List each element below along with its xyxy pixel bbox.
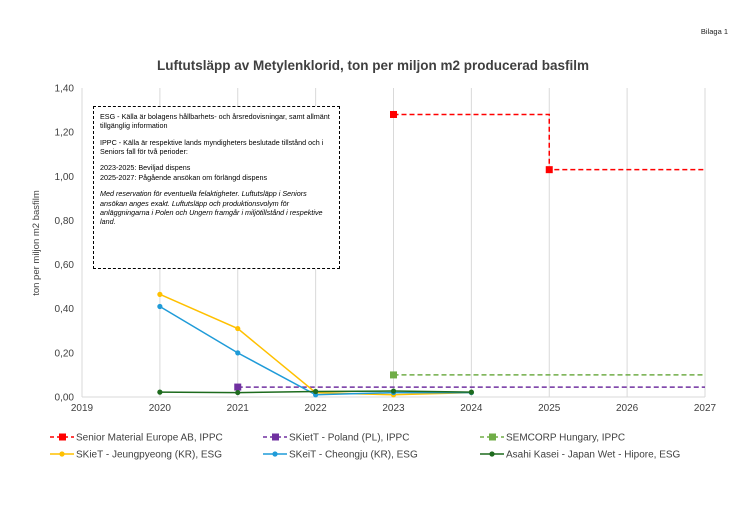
legend-item: SKietT - Poland (PL), IPPC (263, 433, 409, 444)
note-ippc: IPPC - Källa är respektive lands myndigh… (100, 137, 324, 157)
legend-label: SEMCORP Hungary, IPPC (506, 433, 625, 444)
legend-label: Asahi Kasei - Japan Wet - Hipore, ESG (506, 450, 681, 461)
y-tick-label: 0,80 (55, 216, 75, 227)
x-tick-label: 2024 (460, 403, 483, 414)
y-tick-label: 0,40 (55, 304, 75, 315)
series-layer (157, 110, 705, 398)
legend-label: SKieT - Jeungpyeong (KR), ESG (76, 450, 222, 461)
x-tick-label: 2026 (616, 403, 639, 414)
legend: Senior Material Europe AB, IPPC SKietT - … (50, 433, 681, 461)
data-point-marker (235, 350, 241, 356)
data-point-marker (313, 388, 319, 395)
data-point-marker (157, 303, 163, 310)
legend-label: SKeiT - Cheongju (KR), ESG (289, 450, 418, 461)
data-point-marker (235, 389, 241, 396)
legend-item: Senior Material Europe AB, IPPC (50, 433, 223, 444)
note-reservation: Med reservation för eventuella felaktigh… (100, 189, 323, 227)
data-point-marker (157, 291, 163, 297)
x-tick-label: 2023 (382, 403, 405, 414)
y-tick-label: 0,20 (55, 348, 75, 359)
x-tick-label: 2021 (227, 403, 250, 414)
x-tick-label: 2020 (149, 403, 172, 414)
y-tick-label: 0,60 (55, 260, 75, 271)
series-line (234, 383, 705, 391)
legend-swatch-marker (59, 433, 66, 441)
legend-swatch-marker (272, 451, 278, 457)
series-line (390, 371, 705, 379)
legend-item: SKeiT - Cheongju (KR), ESG (263, 450, 418, 461)
x-tick-label: 2022 (305, 403, 328, 414)
note-esg: ESG - Källa är bolagens hållbarhets- och… (100, 112, 330, 131)
y-tick-label: 1,40 (55, 84, 75, 95)
legend-label: SKietT - Poland (PL), IPPC (289, 433, 409, 444)
x-tick-label: 2025 (538, 403, 561, 414)
note-box: ESG - Källa är bolagens hållbarhets- och… (93, 106, 340, 269)
series-line (390, 110, 705, 174)
note-period-2: 2025-2027: Pågående ansökan om förlängd … (100, 172, 268, 182)
legend-item: SKieT - Jeungpyeong (KR), ESG (50, 450, 222, 461)
data-point-marker (390, 371, 397, 379)
legend-swatch-marker (489, 433, 496, 441)
data-point-marker (468, 389, 474, 395)
data-point-marker (157, 389, 163, 395)
data-point-marker (390, 110, 397, 118)
series-line (157, 388, 474, 396)
legend-label: Senior Material Europe AB, IPPC (76, 433, 223, 444)
data-point-marker (235, 325, 241, 332)
legend-item: SEMCORP Hungary, IPPC (480, 433, 625, 444)
y-tick-label: 1,00 (55, 172, 75, 183)
note-period-1: 2023-2025: Beviljad dispens (100, 163, 191, 173)
series-path (393, 113, 705, 171)
x-tick-label: 2019 (71, 403, 94, 414)
data-point-marker (390, 388, 397, 394)
y-tick-label: 1,20 (55, 128, 75, 139)
page-label: Bilaga 1 (700, 27, 728, 36)
legend-item: Asahi Kasei - Japan Wet - Hipore, ESG (480, 450, 681, 461)
chart-title: Luftutsläpp av Metylenklorid, ton per mi… (157, 58, 589, 73)
y-axis-label: ton per miljon m2 basfilm (31, 190, 42, 296)
data-point-marker (234, 383, 242, 391)
data-point-marker (545, 166, 553, 174)
axes: 2019 2020 2021 2022 2023 2024 2025 2026 2027 0,00… (55, 84, 717, 415)
legend-swatch-marker (272, 433, 279, 441)
legend-swatch-marker (489, 451, 495, 457)
x-tick-label: 2027 (694, 403, 717, 414)
legend-swatch-marker (59, 451, 65, 457)
y-tick-label: 0,00 (55, 393, 75, 404)
